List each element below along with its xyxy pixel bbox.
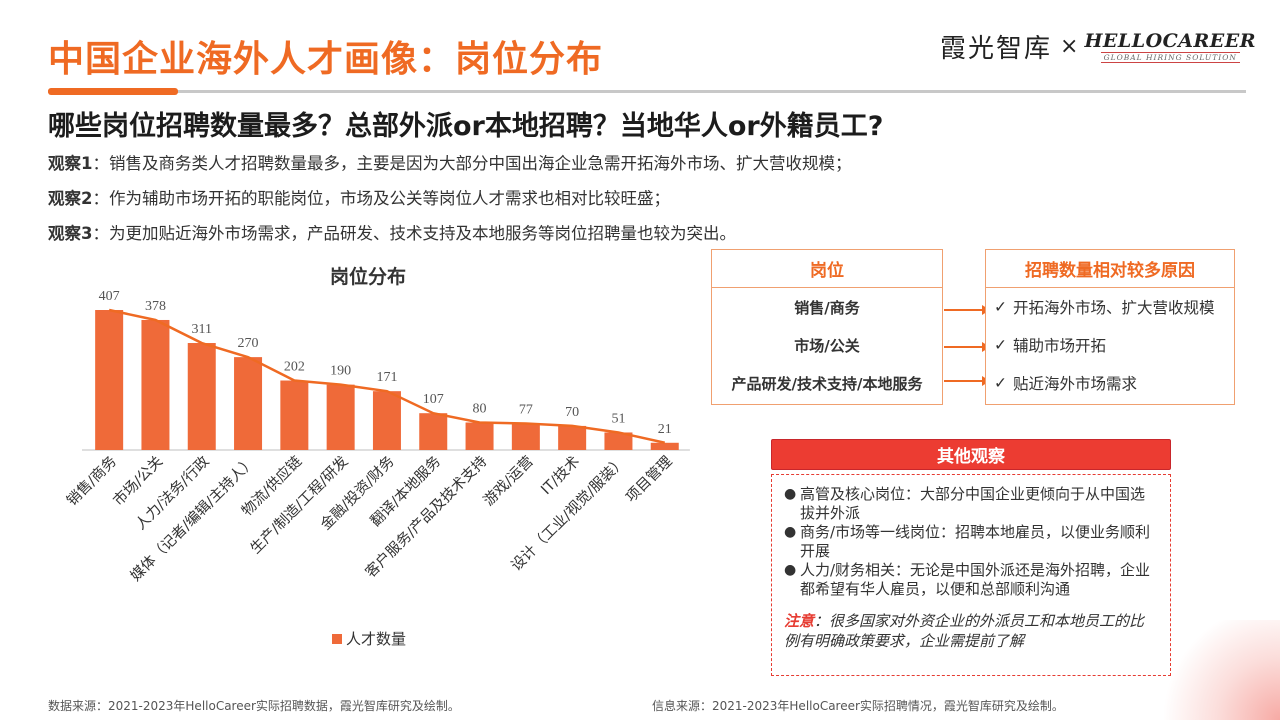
check-icon: ✓ [994, 336, 1007, 354]
bar [465, 422, 494, 450]
arrow-icon [944, 305, 990, 315]
data-label: 407 [99, 289, 120, 304]
data-label: 311 [192, 322, 212, 337]
list-item: ● 高管及核心岗位：大部分中国企业更倾向于从中国选拔并外派 [784, 485, 1158, 523]
bar [511, 423, 540, 450]
position-row-marketing: 市场/公关 [794, 336, 860, 355]
bar [95, 310, 124, 450]
brand-separator: × [1060, 33, 1079, 59]
chart-legend: 人才数量 [332, 628, 406, 649]
observation-text: ：销售及商务类人才招聘数量最多，主要是因为大部分中国出海企业急需开拓海外市场、扩… [92, 154, 852, 173]
bullet-icon: ● [784, 524, 797, 540]
position-box: 岗位 销售/商务 市场/公关 产品研发/技术支持/本地服务 [711, 249, 943, 405]
reason-header: 招聘数量相对较多原因 [986, 250, 1234, 288]
category-label: IT/技术 [538, 453, 583, 498]
page-subtitle: 哪些岗位招聘数量最多？总部外派or本地招聘？当地华人or外籍员工? [48, 111, 884, 142]
reason-row-3: ✓ 贴近海外市场需求 [986, 364, 1234, 402]
observation-text: ：作为辅助市场开拓的职能岗位，市场及公关等岗位人才需求也相对比较旺盛； [92, 189, 670, 208]
reason-row-2: ✓ 辅助市场开拓 [986, 326, 1234, 364]
bar [326, 384, 355, 450]
hellocareer-logo: HELLOCAREER GLOBAL HIRING SOLUTION [1084, 30, 1256, 63]
arrow-icon [944, 376, 990, 386]
data-label: 270 [238, 336, 259, 351]
observation-text: ：为更加贴近海外市场需求，产品研发、技术支持及本地服务等岗位招聘量也较为突出。 [92, 224, 736, 243]
data-label: 51 [611, 411, 625, 426]
bar [604, 432, 633, 450]
category-label: 销售/商务 [63, 453, 119, 509]
policy-note: 注意：很多国家对外资企业的外派员工和本地员工的比例有明确政策要求，企业需提前了解 [784, 611, 1158, 651]
brand-cn-name: 霞光智库 [940, 33, 1053, 64]
bullet-text: 高管及核心岗位：大部分中国企业更倾向于从中国选拔并外派 [800, 485, 1146, 522]
data-label: 378 [145, 299, 166, 314]
observation-2: 观察2：作为辅助市场开拓的职能岗位，市场及公关等岗位人才需求也相对比较旺盛； [48, 185, 670, 209]
hellocareer-tagline: GLOBAL HIRING SOLUTION [1100, 51, 1240, 63]
bar [234, 357, 263, 450]
bar [141, 319, 170, 450]
data-label: 80 [473, 401, 487, 416]
title-divider [48, 90, 1246, 93]
observation-label: 观察1 [48, 154, 93, 173]
note-label: 注意 [784, 612, 815, 630]
bar [187, 343, 216, 450]
position-distribution-chart: 岗位分布 407 销售/商务 378 市场/公关 311 人力/法务/行政 270 媒体（记者… [40, 256, 700, 656]
category-label: 游戏/运营 [480, 453, 536, 509]
bullet-text: 商务/市场等一线岗位：招聘本地雇员，以便业务顺利开展 [800, 523, 1151, 560]
check-icon: ✓ [994, 374, 1007, 392]
reason-text: 辅助市场开拓 [1013, 337, 1107, 355]
data-label: 190 [330, 364, 351, 379]
reason-text: 开拓海外市场、扩大营收规模 [1013, 299, 1215, 317]
data-label: 171 [376, 370, 397, 385]
position-header: 岗位 [712, 250, 942, 288]
other-observations-box: ● 高管及核心岗位：大部分中国企业更倾向于从中国选拔并外派 ● 商务/市场等一线岗位… [771, 474, 1171, 676]
observation-label: 观察2 [48, 189, 93, 208]
category-label: 项目管理 [623, 452, 676, 505]
hellocareer-wordmark: HELLOCAREER [1084, 29, 1257, 52]
bar [372, 391, 401, 450]
data-source-right: 信息来源：2021-2023年HelloCareer实际招聘情况，霞光智库研究及… [652, 699, 1064, 713]
data-label: 77 [519, 403, 533, 418]
data-label: 21 [658, 422, 672, 437]
bar [558, 425, 587, 450]
page-title: 中国企业海外人才画像：岗位分布 [48, 39, 604, 80]
data-source-left: 数据来源：2021-2023年HelloCareer实际招聘数据，霞光智库研究及… [48, 699, 460, 713]
decorative-corner-gradient [1160, 620, 1280, 720]
trend-line [108, 308, 666, 444]
bar [419, 413, 448, 450]
data-label: 107 [423, 392, 444, 407]
bullet-icon: ● [784, 562, 797, 578]
position-row-sales: 销售/商务 [794, 298, 860, 317]
chart-title: 岗位分布 [329, 266, 406, 288]
reason-box: 招聘数量相对较多原因 ✓ 开拓海外市场、扩大营收规模 ✓ 辅助市场开拓 ✓ 贴近海外市… [985, 249, 1235, 405]
reason-row-1: ✓ 开拓海外市场、扩大营收规模 [986, 288, 1234, 326]
bar [650, 442, 679, 450]
list-item: ● 商务/市场等一线岗位：招聘本地雇员，以便业务顺利开展 [784, 523, 1158, 561]
bullet-icon: ● [784, 486, 797, 502]
bar [280, 380, 309, 450]
note-text: ：很多国家对外资企业的外派员工和本地员工的比例有明确政策要求，企业需提前了解 [784, 612, 1145, 650]
brand-logo: 霞光智库 × HELLOCAREER GLOBAL HIRING SOLUTIO… [940, 28, 1256, 64]
legend-swatch [332, 633, 342, 644]
observation-3: 观察3：为更加贴近海外市场需求，产品研发、技术支持及本地服务等岗位招聘量也较为突… [48, 220, 736, 244]
legend-label: 人才数量 [346, 630, 407, 648]
position-row-product: 产品研发/技术支持/本地服务 [731, 374, 923, 393]
data-label: 70 [565, 405, 579, 420]
list-item: ● 人力/财务相关：无论是中国外派还是海外招聘，企业都希望有华人雇员，以便和总部顺… [784, 561, 1158, 599]
reason-text: 贴近海外市场需求 [1013, 375, 1138, 393]
check-icon: ✓ [994, 298, 1007, 316]
bullet-text: 人力/财务相关：无论是中国外派还是海外招聘，企业都希望有华人雇员，以便和总部顺利… [800, 561, 1151, 598]
title-accent-bar [48, 88, 178, 95]
bar-chart-svg: 407销售/商务378市场/公关311人力/法务/行政270媒体（记者/编辑/主… [63, 289, 690, 585]
data-label: 202 [284, 360, 305, 375]
other-observations-header: 其他观察 [771, 439, 1171, 470]
observation-1: 观察1：销售及商务类人才招聘数量最多，主要是因为大部分中国出海企业急需开拓海外市… [48, 150, 851, 174]
arrow-icon [944, 342, 990, 352]
observation-label: 观察3 [48, 224, 93, 243]
